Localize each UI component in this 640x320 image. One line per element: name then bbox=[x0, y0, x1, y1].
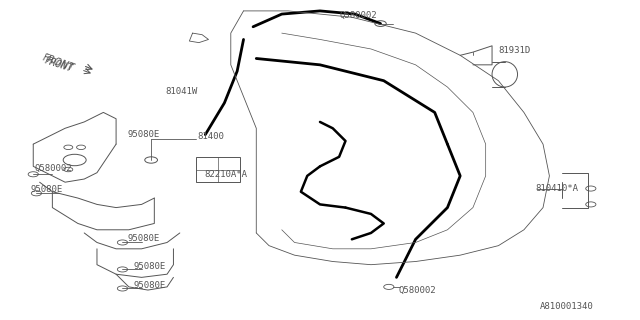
Text: FRONT: FRONT bbox=[44, 56, 74, 74]
Text: 81931D: 81931D bbox=[499, 46, 531, 55]
Text: Q580002: Q580002 bbox=[35, 164, 72, 173]
Text: Q580002: Q580002 bbox=[398, 286, 436, 295]
Text: 95080E: 95080E bbox=[134, 262, 166, 271]
FancyBboxPatch shape bbox=[196, 157, 241, 182]
Text: 95080E: 95080E bbox=[127, 234, 160, 243]
Text: 81041W: 81041W bbox=[166, 87, 198, 96]
Text: 810410*A: 810410*A bbox=[536, 184, 579, 193]
Text: Q580002: Q580002 bbox=[339, 11, 377, 20]
Text: A810001340: A810001340 bbox=[540, 302, 593, 311]
Text: 95080E: 95080E bbox=[127, 130, 160, 139]
Text: 81400: 81400 bbox=[198, 132, 225, 141]
Text: FRONT: FRONT bbox=[42, 53, 76, 74]
Text: 95080E: 95080E bbox=[31, 185, 63, 194]
Text: 82210A*A: 82210A*A bbox=[204, 170, 247, 179]
Text: 95080E: 95080E bbox=[134, 281, 166, 291]
